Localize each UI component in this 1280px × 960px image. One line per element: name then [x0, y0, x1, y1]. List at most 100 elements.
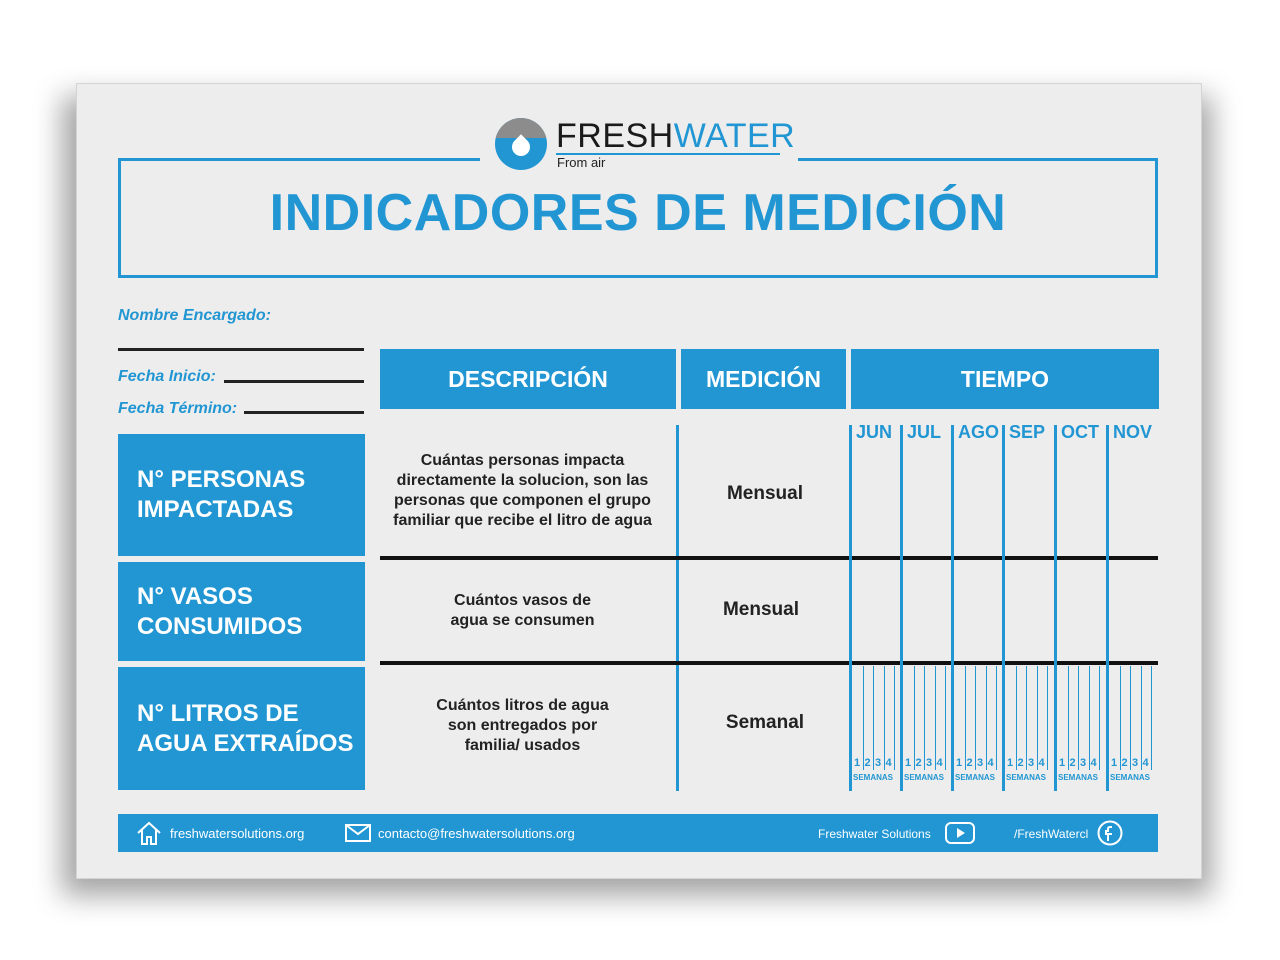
month-label: JUN: [856, 422, 893, 442]
footer-facebook[interactable]: /FreshWatercl: [1014, 827, 1089, 841]
week-number: 2: [1121, 757, 1128, 769]
week-number: 3: [875, 757, 882, 769]
week-number: 2: [864, 757, 871, 769]
brand-underline: [556, 153, 780, 155]
month-divider: [951, 425, 954, 791]
measurement-personas: Mensual: [726, 483, 804, 504]
description-line: directamente la solucion, son las: [396, 472, 649, 489]
week-number: 4: [1090, 757, 1097, 769]
week-number: 4: [987, 757, 994, 769]
description-line: son entregados por: [447, 717, 598, 734]
brand-water: WATER: [673, 117, 796, 155]
header-medicion-label: MEDICIÓN: [706, 365, 821, 392]
category-personas: N° PERSONAS IMPACTADAS: [118, 434, 365, 556]
logo-icon: [495, 118, 547, 170]
week-tick: [873, 666, 874, 770]
month-label: JUL: [907, 422, 942, 442]
month-divider: [1054, 425, 1057, 791]
fecha-termino-line[interactable]: [244, 411, 364, 414]
weeks-label: SEMANAS: [904, 773, 945, 782]
month-label: AGO: [958, 422, 1000, 442]
week-tick: [1151, 666, 1152, 770]
week-number: 1: [1007, 757, 1014, 769]
encargado-label: Nombre Encargado:: [118, 307, 271, 324]
header-tiempo: TIEMPO: [851, 349, 1159, 409]
week-tick: [985, 666, 987, 770]
week-tick: [1099, 666, 1100, 770]
brand-fresh: FRESH: [556, 117, 674, 155]
week-tick: [975, 666, 976, 770]
week-number: 4: [1142, 757, 1149, 769]
week-number: 1: [956, 757, 963, 769]
header-descripcion-label: DESCRIPCIÓN: [448, 365, 608, 392]
week-number: 1: [854, 757, 861, 769]
description-litros: Cuántos litros de agua son entregados po…: [380, 696, 665, 756]
title-frame-left: [118, 158, 121, 278]
month-divider: [849, 425, 852, 791]
month-label: NOV: [1113, 422, 1153, 442]
week-tick: [894, 666, 895, 770]
week-number: 3: [1080, 757, 1087, 769]
page-title: INDICADORES DE MEDICIÓN: [269, 184, 1007, 242]
category-vasos-line2: CONSUMIDOS: [137, 612, 303, 640]
weeks-label: SEMANAS: [955, 773, 996, 782]
mail-icon: [345, 824, 371, 842]
week-tick: [1026, 666, 1027, 770]
column-divider-descripcion: [676, 425, 679, 791]
footer-website[interactable]: freshwatersolutions.org: [170, 826, 305, 841]
week-number: 2: [966, 757, 973, 769]
fecha-termino-label: Fecha Término:: [118, 400, 238, 417]
title-frame-top-left: [118, 158, 480, 161]
row-divider: [380, 556, 1158, 560]
measurement-vasos: Mensual: [722, 599, 800, 620]
encargado-line[interactable]: [118, 348, 364, 351]
measurement-litros: Semanal: [725, 712, 805, 733]
week-tick: [1078, 666, 1079, 770]
week-tick: [996, 666, 997, 770]
month-divider: [1002, 425, 1005, 791]
week-number: 3: [1028, 757, 1035, 769]
week-number: 1: [1111, 757, 1118, 769]
week-tick: [913, 666, 915, 770]
week-tick: [1067, 666, 1069, 770]
footer-email[interactable]: contacto@freshwatersolutions.org: [378, 826, 575, 841]
week-tick: [862, 666, 864, 770]
description-line: Cuántos vasos de: [454, 592, 591, 609]
weeks-label: SEMANAS: [1058, 773, 1099, 782]
category-vasos: N° VASOS CONSUMIDOS: [118, 562, 365, 661]
week-tick: [1088, 666, 1090, 770]
description-line: Cuántas personas impacta: [420, 452, 625, 469]
description-personas: Cuántas personas impacta directamente la…: [380, 451, 665, 531]
category-personas-line1: N° PERSONAS: [137, 466, 306, 493]
week-tick: [1140, 666, 1142, 770]
week-number: 1: [1059, 757, 1066, 769]
footer-youtube[interactable]: Freshwater Solutions: [818, 827, 931, 841]
fecha-inicio-line[interactable]: [224, 380, 364, 383]
category-litros: N° LITROS DE AGUA EXTRAÍDOS: [118, 667, 365, 790]
week-tick: [1047, 666, 1048, 770]
facebook-icon[interactable]: [1097, 820, 1123, 846]
row-divider: [380, 661, 1158, 665]
week-number: 2: [1017, 757, 1024, 769]
youtube-icon[interactable]: [945, 822, 975, 844]
month-label: OCT: [1061, 422, 1099, 442]
home-icon: [137, 821, 161, 845]
week-number: 2: [1069, 757, 1076, 769]
week-number: 4: [885, 757, 892, 769]
description-vasos: Cuántos vasos de agua se consumen: [380, 591, 665, 631]
description-line: personas que componen el grupo: [394, 492, 651, 509]
week-tick: [1119, 666, 1121, 770]
description-line: familiar que recibe el litro de agua: [393, 512, 652, 529]
week-tick: [934, 666, 936, 770]
month-divider: [900, 425, 903, 791]
weeks-label: SEMANAS: [1006, 773, 1047, 782]
category-personas-line2: IMPACTADAS: [137, 496, 294, 523]
header-descripcion: DESCRIPCIÓN: [380, 349, 676, 409]
header-tiempo-label: TIEMPO: [960, 365, 1050, 392]
footer-bar: freshwatersolutions.org contacto@freshwa…: [118, 814, 1158, 852]
week-tick: [964, 666, 966, 770]
week-number: 2: [915, 757, 922, 769]
week-tick: [1015, 666, 1017, 770]
brand-name: FRESHWATER: [556, 116, 795, 156]
description-line: agua se consumen: [450, 612, 595, 629]
